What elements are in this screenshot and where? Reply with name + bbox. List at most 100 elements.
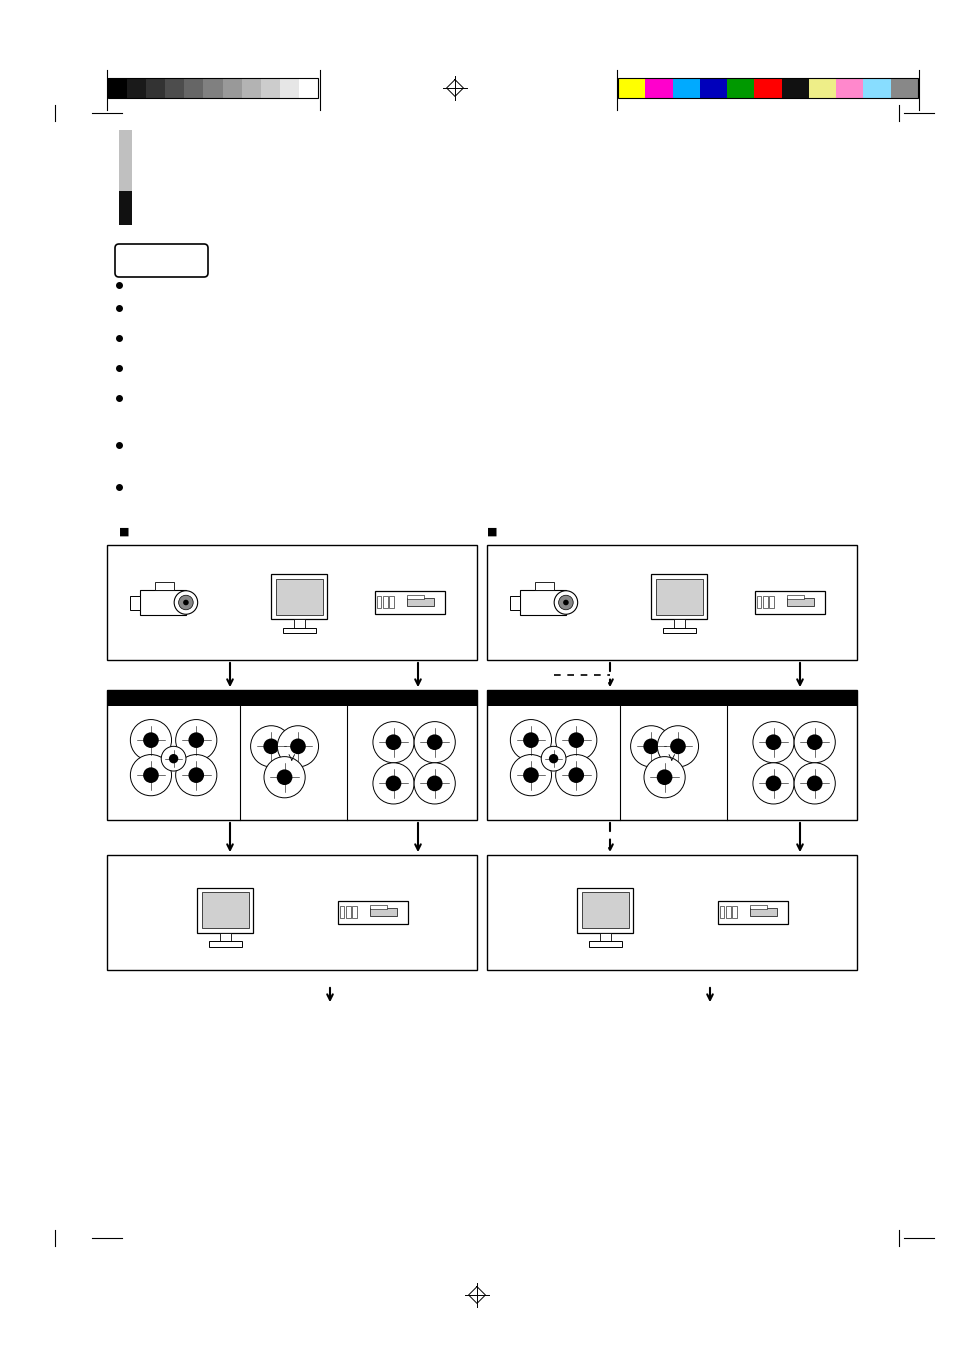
Bar — [201, 892, 249, 928]
Circle shape — [264, 757, 305, 798]
Bar — [672, 78, 700, 99]
Bar — [222, 78, 241, 99]
Bar — [749, 908, 776, 916]
Text: ■: ■ — [119, 527, 130, 536]
Circle shape — [385, 775, 401, 792]
Bar — [130, 596, 139, 609]
Bar — [510, 596, 519, 609]
Circle shape — [510, 755, 551, 796]
Bar — [768, 596, 773, 608]
Bar — [732, 905, 736, 919]
Circle shape — [522, 767, 538, 784]
Bar — [376, 596, 381, 608]
Bar — [107, 855, 476, 970]
Bar — [108, 78, 127, 99]
Bar — [370, 908, 396, 916]
Bar — [755, 592, 824, 613]
Bar — [119, 190, 132, 226]
Bar — [726, 78, 754, 99]
Bar — [375, 592, 445, 613]
Bar — [673, 619, 684, 628]
Circle shape — [143, 732, 158, 748]
Bar — [184, 78, 203, 99]
Bar — [754, 78, 781, 99]
Circle shape — [414, 721, 455, 763]
Circle shape — [414, 763, 455, 804]
Circle shape — [765, 775, 781, 792]
Bar — [808, 78, 836, 99]
Bar — [407, 594, 424, 598]
Bar — [260, 78, 279, 99]
Circle shape — [806, 775, 821, 792]
Bar — [127, 78, 146, 99]
Bar — [346, 905, 350, 919]
Circle shape — [568, 732, 583, 748]
Circle shape — [642, 739, 659, 754]
Bar — [203, 78, 222, 99]
Bar — [700, 78, 726, 99]
Bar — [107, 690, 476, 820]
Circle shape — [793, 763, 835, 804]
Circle shape — [554, 590, 578, 615]
Circle shape — [277, 725, 318, 767]
Bar — [890, 78, 917, 99]
Bar — [718, 901, 787, 924]
Bar — [781, 78, 808, 99]
Circle shape — [562, 600, 568, 605]
Bar — [407, 598, 434, 605]
Bar — [519, 590, 565, 615]
Circle shape — [276, 769, 293, 785]
Circle shape — [752, 721, 793, 763]
Bar — [599, 932, 610, 942]
Bar — [282, 628, 315, 634]
Circle shape — [426, 735, 442, 750]
Bar — [383, 596, 387, 608]
Circle shape — [630, 725, 671, 767]
Bar — [219, 932, 231, 942]
Bar — [294, 619, 305, 628]
Bar — [725, 905, 730, 919]
Bar — [862, 78, 890, 99]
Bar — [352, 905, 356, 919]
Circle shape — [169, 754, 178, 763]
Bar — [486, 690, 856, 705]
Circle shape — [643, 757, 684, 798]
Bar — [588, 942, 621, 947]
Bar — [749, 905, 766, 909]
Bar — [146, 78, 165, 99]
Circle shape — [765, 735, 781, 750]
Bar — [618, 78, 644, 99]
Bar — [756, 596, 760, 608]
Circle shape — [183, 600, 189, 605]
Circle shape — [540, 746, 565, 771]
Circle shape — [426, 775, 442, 792]
Circle shape — [373, 763, 414, 804]
Bar — [486, 544, 856, 661]
Circle shape — [555, 755, 597, 796]
Bar — [786, 594, 803, 598]
Circle shape — [175, 755, 216, 796]
Circle shape — [189, 767, 204, 784]
Circle shape — [290, 739, 306, 754]
Bar — [662, 628, 696, 634]
Circle shape — [510, 720, 551, 761]
Circle shape — [143, 767, 158, 784]
Bar — [535, 581, 553, 590]
Bar — [165, 78, 184, 99]
Circle shape — [131, 720, 172, 761]
Bar — [577, 888, 633, 932]
Bar — [241, 78, 260, 99]
Bar — [836, 78, 862, 99]
Bar — [762, 596, 767, 608]
Bar — [139, 590, 186, 615]
Bar — [486, 855, 856, 970]
Bar — [651, 574, 707, 619]
Circle shape — [555, 720, 597, 761]
Bar — [338, 901, 408, 924]
Bar — [581, 892, 629, 928]
Circle shape — [656, 769, 672, 785]
Bar — [108, 78, 317, 99]
FancyBboxPatch shape — [115, 245, 208, 277]
Bar — [655, 578, 702, 615]
Bar — [618, 78, 917, 99]
